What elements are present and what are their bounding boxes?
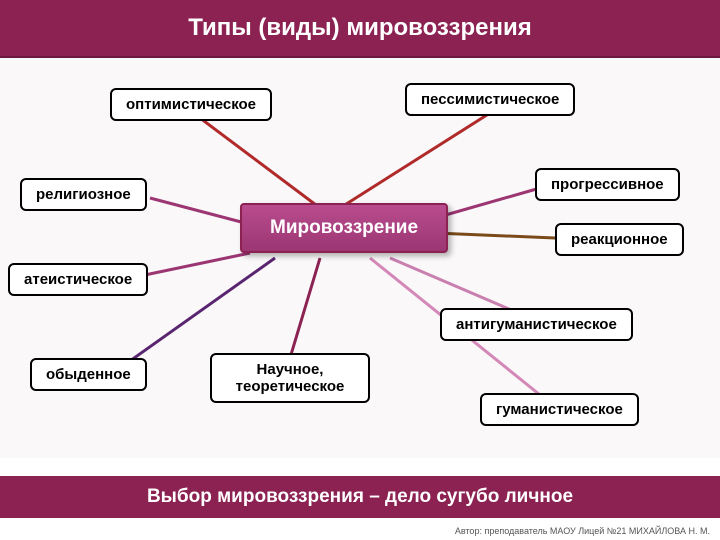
connector-line bbox=[435, 233, 555, 238]
node-humanistic: гуманистическое bbox=[480, 393, 639, 426]
connector-line bbox=[150, 198, 245, 223]
node-pessimistic: пессимистическое bbox=[405, 83, 575, 116]
node-scientific: Научное,теоретическое bbox=[210, 353, 370, 403]
page-title: Типы (виды) мировоззрения bbox=[0, 0, 720, 58]
connector-line bbox=[290, 258, 320, 358]
node-antihumanistic: антигуманистическое bbox=[440, 308, 633, 341]
node-reactionary: реакционное bbox=[555, 223, 684, 256]
node-atheistic: атеистическое bbox=[8, 263, 148, 296]
node-progressive: прогрессивное bbox=[535, 168, 680, 201]
connector-line bbox=[435, 188, 540, 218]
connector-line bbox=[340, 113, 490, 208]
node-optimistic: оптимистическое bbox=[110, 88, 272, 121]
connector-line bbox=[140, 253, 250, 276]
center-node: Мировоззрение bbox=[240, 203, 448, 253]
connector-line bbox=[200, 118, 320, 208]
node-ordinary: обыденное bbox=[30, 358, 147, 391]
diagram-area: оптимистическое пессимистическое религиозн… bbox=[0, 58, 720, 458]
credit-text: Автор: преподаватель МАОУ Лицей №21 МИХА… bbox=[455, 526, 710, 536]
node-religious: религиозное bbox=[20, 178, 147, 211]
footer-text: Выбор мировоззрения – дело сугубо личное bbox=[0, 476, 720, 518]
